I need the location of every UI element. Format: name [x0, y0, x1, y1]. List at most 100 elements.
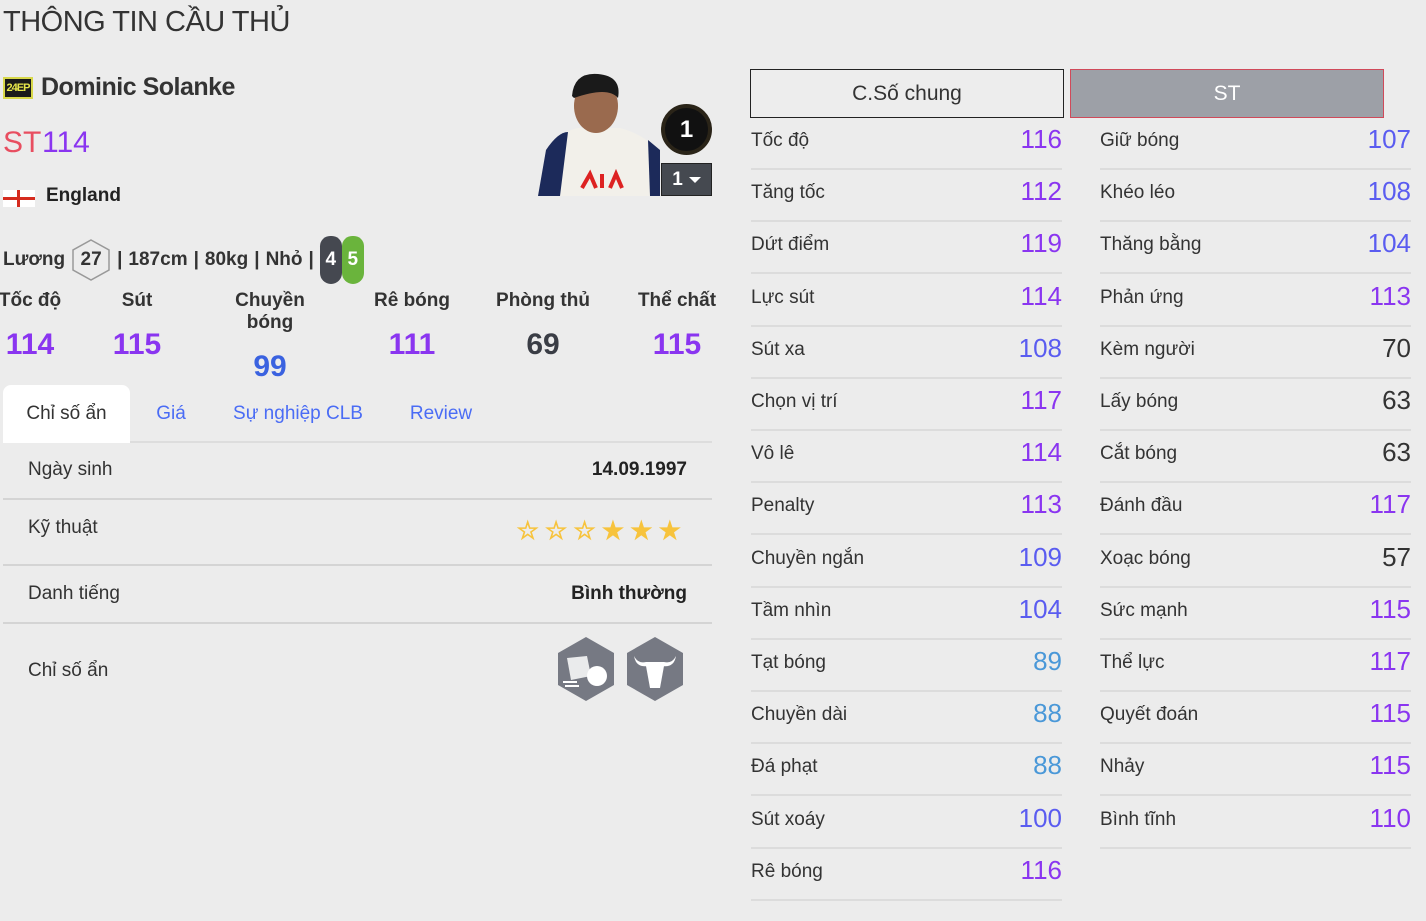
stat-row: Dứt điểm 119: [751, 222, 1062, 275]
stat-row: Nhảy 115: [1100, 744, 1411, 797]
stat-value: 107: [1367, 124, 1411, 154]
stat-value: 108: [1367, 176, 1411, 207]
tab-price[interactable]: Giá: [156, 403, 186, 424]
stat-label: Xoạc bóng: [1100, 547, 1191, 569]
stat-row: Phản ứng 113: [1100, 275, 1411, 327]
stat-row: Penalty 113: [751, 483, 1062, 536]
summary-stat-value: 111: [388, 328, 436, 361]
summary-stat-label: Thể chất: [637, 290, 717, 311]
skill-label: Kỹ thuật: [28, 517, 98, 538]
stat-row: Khéo léo 108: [1100, 170, 1411, 223]
summary-stat: Tốc độ 114: [0, 290, 90, 362]
speed-dribbler-trait-icon[interactable]: [557, 636, 615, 702]
summary-stat-label: Chuyền bóng: [235, 290, 305, 333]
summary-stat: Thể chất 115: [617, 290, 737, 362]
position-st-button[interactable]: ST: [1070, 69, 1384, 118]
stat-label: Lực sút: [751, 286, 815, 308]
stat-row: Bình tĩnh 110: [1100, 797, 1411, 849]
salary-badge: 27: [71, 238, 111, 282]
summary-stat-label: Phòng thủ: [496, 290, 590, 311]
player-info-line: Lương 27 | 187cm | 80kg | Nhỏ | 4 5: [3, 236, 364, 284]
tab-club-career[interactable]: Sự nghiệp CLB: [233, 403, 363, 424]
stat-label: Thăng bằng: [1100, 234, 1202, 256]
stat-row: Tầm nhìn 104: [751, 588, 1062, 640]
rank-badge: 1: [661, 104, 712, 155]
bull-trait-icon[interactable]: [626, 636, 684, 702]
stat-value: 113: [1020, 489, 1062, 520]
stat-label: Quyết đoán: [1100, 704, 1199, 726]
stat-value: 117: [1020, 385, 1062, 415]
tab-review[interactable]: Review: [409, 403, 473, 424]
england-flag-icon: [3, 190, 35, 207]
stat-row: Sức mạnh 115: [1100, 588, 1411, 640]
traits-label: Chỉ số ẩn: [28, 660, 109, 681]
stat-row: Đá phạt 88: [751, 744, 1062, 797]
stat-row: Sút xoáy 100: [751, 797, 1062, 849]
skill-row: Kỹ thuật ☆☆☆★★★: [3, 500, 712, 566]
stat-row: Thể lực 117: [1100, 640, 1411, 692]
stat-value: 117: [1369, 489, 1411, 520]
general-stats-button[interactable]: C.Số chung: [750, 69, 1064, 118]
stat-row: Cắt bóng 63: [1100, 431, 1411, 484]
stat-label: Đá phạt: [751, 756, 818, 778]
stat-row: Lực sút 114: [751, 275, 1062, 327]
stat-label: Tầm nhìn: [751, 599, 832, 621]
stat-value: 116: [1020, 124, 1062, 154]
stat-label: Penalty: [751, 495, 815, 517]
star-empty-icon: ☆: [573, 517, 602, 545]
summary-stat-label: Tốc độ: [0, 290, 62, 311]
player-ovr: 114: [42, 126, 90, 159]
stat-value: 114: [1020, 280, 1062, 311]
stat-value: 70: [1382, 332, 1411, 363]
stat-label: Kèm người: [1100, 338, 1195, 360]
stat-label: Tăng tốc: [751, 182, 825, 204]
birth-label: Ngày sinh: [28, 459, 113, 480]
stat-value: 100: [1018, 802, 1062, 833]
stat-value: 108: [1018, 332, 1062, 363]
summary-stat: Sút 115: [77, 290, 197, 362]
stat-label: Chuyền dài: [751, 704, 848, 726]
stat-value: 115: [1369, 698, 1411, 729]
stat-label: Tạt bóng: [751, 652, 826, 673]
stat-row: Quyết đoán 115: [1100, 692, 1411, 745]
stat-label: Tốc độ: [751, 130, 810, 151]
stat-value: 63: [1382, 437, 1411, 468]
salary-label: Lương: [3, 249, 66, 270]
fame-label: Danh tiếng: [28, 583, 120, 604]
weight: 80kg: [204, 249, 249, 270]
stat-label: Cắt bóng: [1100, 443, 1178, 465]
body-type: Nhỏ: [265, 249, 303, 270]
stat-row: Thăng bằng 104: [1100, 222, 1411, 275]
season-badge-icon: 24EP: [3, 77, 33, 99]
summary-stat-value: 115: [652, 328, 702, 361]
stat-value: 63: [1382, 385, 1411, 415]
stat-value: 88: [1033, 698, 1062, 729]
summary-stat: Rê bóng 111: [352, 290, 472, 362]
stat-value: 88: [1033, 750, 1062, 781]
star-empty-icon: ☆: [544, 517, 574, 545]
summary-stat-value: 115: [112, 328, 162, 361]
info-tabs: Chỉ số ẩn Giá Sự nghiệp CLB Review: [3, 385, 712, 443]
stat-row: Xoạc bóng 57: [1100, 536, 1411, 588]
stat-row: Lấy bóng 63: [1100, 379, 1411, 431]
stat-value: 113: [1369, 280, 1411, 311]
traits-row: Chỉ số ẩn: [3, 624, 712, 720]
stat-label: Sức mạnh: [1100, 599, 1188, 621]
level-dropdown[interactable]: 1: [661, 163, 712, 196]
stat-label: Thể lực: [1100, 652, 1165, 673]
star-filled-icon: ★: [630, 517, 659, 545]
summary-stat-value: 99: [253, 350, 287, 383]
summary-stat-value: 69: [526, 328, 560, 361]
tab-hidden-stats[interactable]: Chỉ số ẩn: [3, 385, 130, 443]
left-foot-icon: 4: [319, 236, 342, 284]
stat-row: Tạt bóng 89: [751, 640, 1062, 692]
stat-value: 104: [1018, 593, 1062, 624]
player-position: ST: [3, 126, 42, 159]
fame-value: Bình thường: [571, 583, 687, 604]
stat-label: Phản ứng: [1100, 286, 1184, 308]
stat-label: Vô lê: [751, 443, 795, 465]
stat-value: 115: [1369, 750, 1411, 781]
star-empty-icon: ☆: [516, 517, 545, 545]
stat-label: Khéo léo: [1100, 182, 1176, 204]
stat-row: Chuyền ngắn 109: [751, 536, 1062, 588]
